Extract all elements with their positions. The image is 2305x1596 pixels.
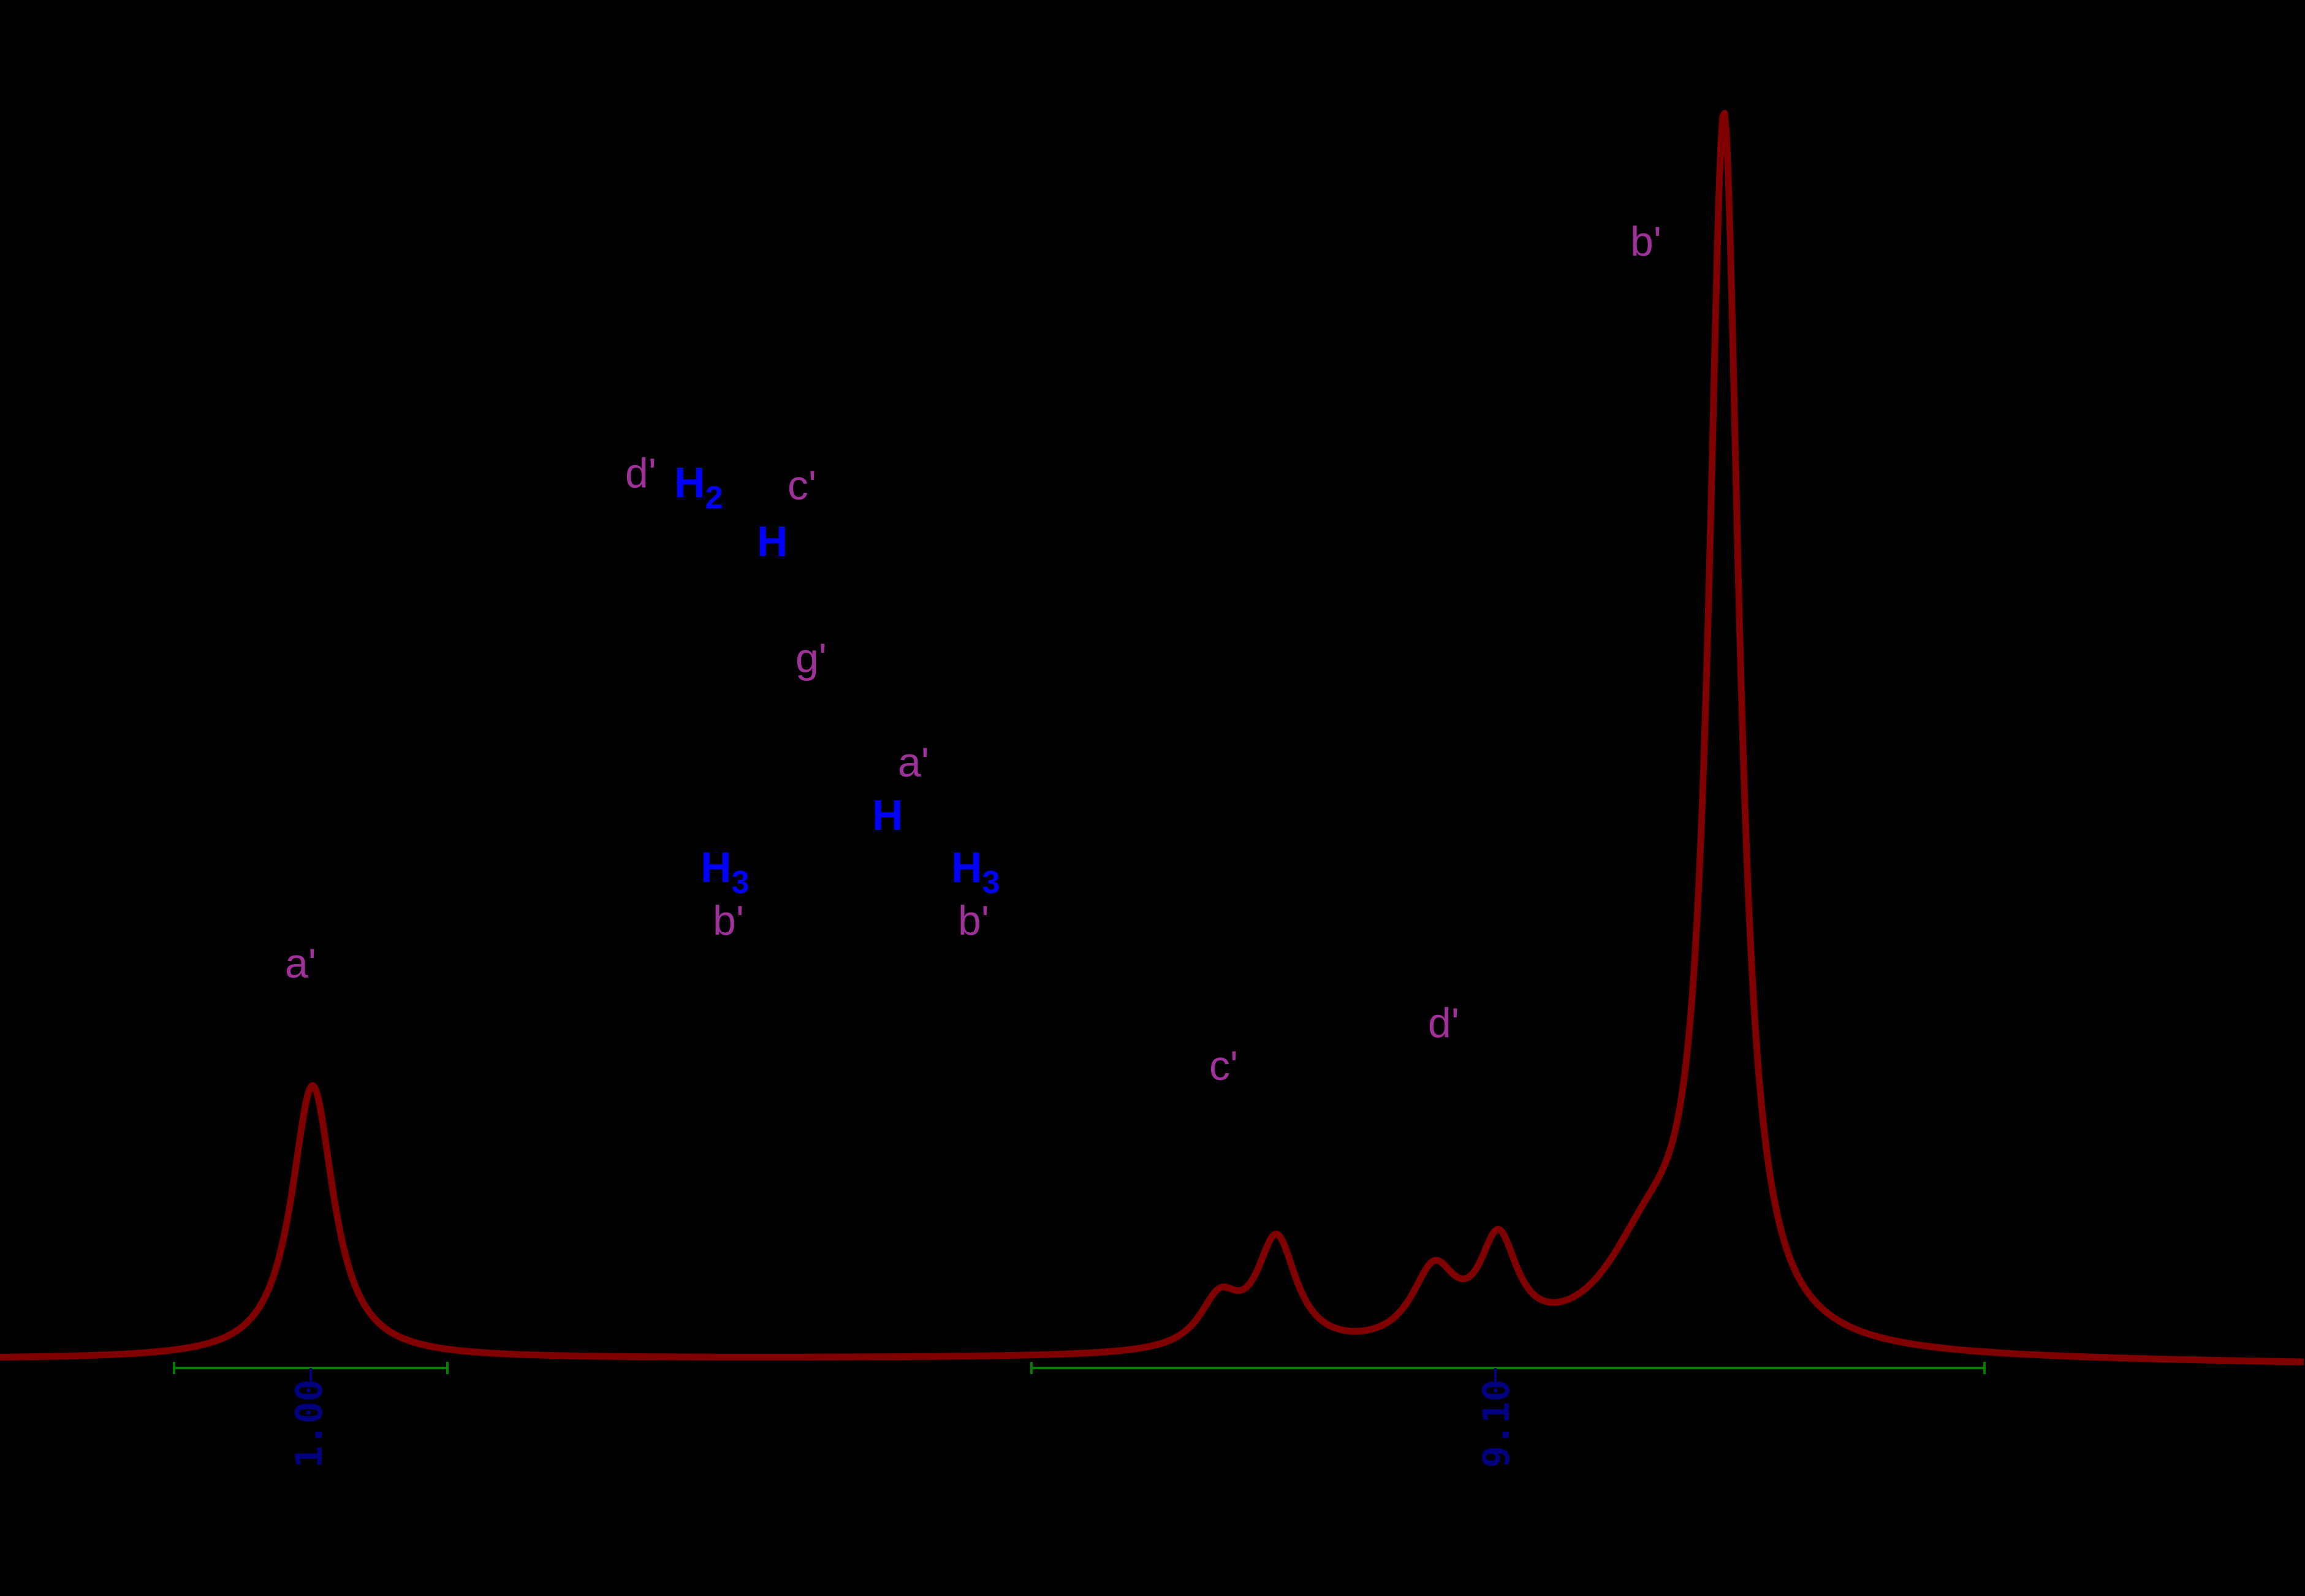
structure-label-d: d' [625,450,656,496]
structure-atom-nh: H [872,791,903,839]
integral-value-2: 9.10 [1475,1379,1518,1469]
peak-label-b: b' [1630,218,1661,265]
structure-label-c: c' [788,462,816,509]
integral-value-1: 1.00 [288,1379,331,1469]
structure-atom-ch3-right: H3 [951,843,1000,900]
peak-label-a: a' [285,940,316,987]
peak-label-d: d' [1428,1000,1459,1046]
structure-atom-ch2: H2 [674,458,723,515]
structure-label-b-left: b' [713,897,744,944]
spectrum-trace [0,110,2305,1366]
structure-atom-ch: H [757,517,788,565]
structure-label-g: g' [796,635,827,682]
structure-label-a: a' [898,739,929,786]
structure-atom-ch3-left: H3 [701,843,750,900]
integral-bars [173,1362,1986,1381]
peak-label-c: c' [1209,1043,1238,1089]
structure-label-b-right: b' [958,897,989,944]
